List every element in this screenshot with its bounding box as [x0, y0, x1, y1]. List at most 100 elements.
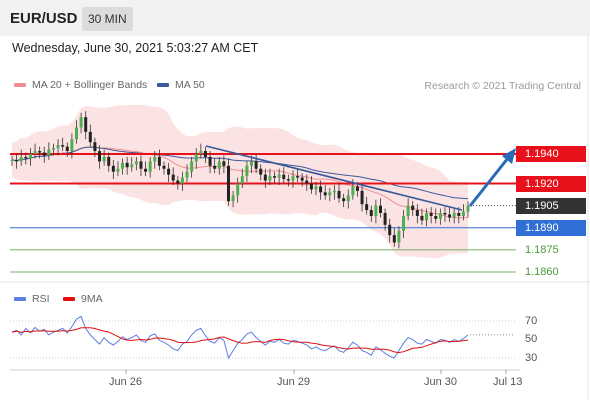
candle-body	[268, 176, 272, 181]
candle-body	[19, 156, 23, 162]
candle-body	[425, 213, 429, 221]
rsi-tick-70: 70	[525, 315, 538, 327]
candle-body	[245, 165, 249, 177]
ma9-label: 9MA	[81, 293, 103, 305]
forecast-arrowhead	[502, 148, 516, 164]
candle-body	[125, 162, 129, 168]
timeframe-badge[interactable]: 30 MIN	[82, 7, 133, 31]
candle-body	[185, 171, 189, 178]
ma20-swatch	[14, 83, 26, 87]
candle-body	[369, 210, 373, 216]
trendline	[205, 145, 463, 211]
candle-body	[351, 186, 355, 196]
candle-body	[121, 162, 125, 169]
candle-body	[434, 215, 438, 219]
candle-body	[337, 190, 341, 199]
candle-body	[65, 146, 69, 152]
candle-body	[93, 142, 97, 152]
rsi-ma9-line	[11, 327, 469, 354]
candle-body	[203, 151, 207, 157]
header-bar: EUR/USD 30 MIN	[0, 0, 590, 36]
candle-body	[309, 183, 313, 190]
candle-body	[61, 145, 65, 147]
candle-body	[102, 156, 106, 162]
candle-body	[107, 156, 111, 166]
candle-body	[134, 161, 138, 165]
candle-body	[42, 152, 46, 156]
candle-body	[443, 213, 447, 215]
candle-body	[199, 151, 203, 154]
candle-body	[213, 165, 217, 169]
candle-body	[226, 165, 230, 202]
candle-body	[74, 127, 78, 140]
candle-body	[305, 180, 309, 184]
candle-body	[236, 183, 240, 196]
ma20-label: MA 20 + Bollinger Bands	[32, 79, 148, 91]
candle-body	[51, 148, 55, 150]
candle-body	[176, 180, 180, 184]
candle-body	[448, 214, 452, 218]
price-label-cur: 1.1905	[516, 197, 586, 214]
candle-body	[378, 205, 382, 213]
candle-body	[392, 235, 396, 243]
candle-body	[194, 154, 198, 162]
rsi-label: RSI	[32, 293, 50, 305]
price-label-piv: 1.1890	[516, 219, 586, 236]
datetime-label: Wednesday, June 30, 2021 5:03:27 AM CET	[12, 41, 259, 55]
ma9-swatch	[63, 297, 75, 301]
candle-body	[365, 204, 369, 211]
price-label-r2: 1.1920	[516, 175, 586, 192]
candle-body	[346, 195, 350, 202]
candle-body	[323, 192, 327, 196]
candle-body	[70, 139, 74, 152]
bollinger-band	[12, 105, 468, 259]
candle-body	[47, 149, 51, 156]
candle-body	[296, 176, 300, 178]
symbol-title: EUR/USD	[10, 10, 78, 27]
candle-body	[144, 168, 148, 172]
candle-body	[466, 205, 470, 212]
price-label-s2: 1.1860	[525, 266, 559, 278]
candle-body	[383, 213, 387, 225]
candle-body	[116, 168, 120, 172]
candle-body	[360, 190, 364, 205]
candle-body	[374, 205, 378, 216]
price-label-s1: 1.1875	[525, 243, 559, 256]
candle-body	[259, 168, 263, 175]
rsi-tick-30: 30	[525, 352, 538, 364]
candle-body	[148, 161, 152, 172]
candle-body	[286, 179, 290, 181]
candle-body	[171, 174, 175, 181]
legend-ma20: MA 20 + Bollinger Bands	[14, 79, 147, 91]
candle-body	[56, 145, 60, 149]
candle-body	[342, 198, 346, 202]
candle-body	[291, 176, 295, 181]
candle-body	[217, 161, 221, 169]
candle-body	[130, 164, 134, 168]
candle-body	[319, 186, 323, 193]
candle-body	[406, 205, 410, 216]
candle-body	[355, 186, 359, 191]
candle-body	[28, 154, 32, 159]
candle-body	[388, 224, 392, 236]
candle-body	[263, 174, 267, 181]
candle-body	[314, 186, 318, 190]
candle-body	[332, 190, 336, 193]
x-tick-jul13: Jul 13	[493, 376, 523, 388]
candle-body	[415, 210, 419, 216]
legend-9ma: 9MA	[63, 293, 103, 305]
candle-body	[254, 161, 258, 169]
legend-ma50: MA 50	[157, 79, 205, 91]
candle-body	[157, 156, 161, 166]
candle-body	[420, 215, 424, 221]
candle-body	[208, 156, 212, 166]
candle-body	[457, 213, 461, 216]
candle-body	[429, 213, 433, 216]
candle-body	[250, 161, 254, 166]
candle-body	[88, 131, 92, 143]
candle-body	[162, 165, 166, 169]
price-label-r1: 1.1940	[516, 146, 586, 162]
candle-body	[411, 205, 415, 211]
candle-body	[15, 159, 19, 162]
